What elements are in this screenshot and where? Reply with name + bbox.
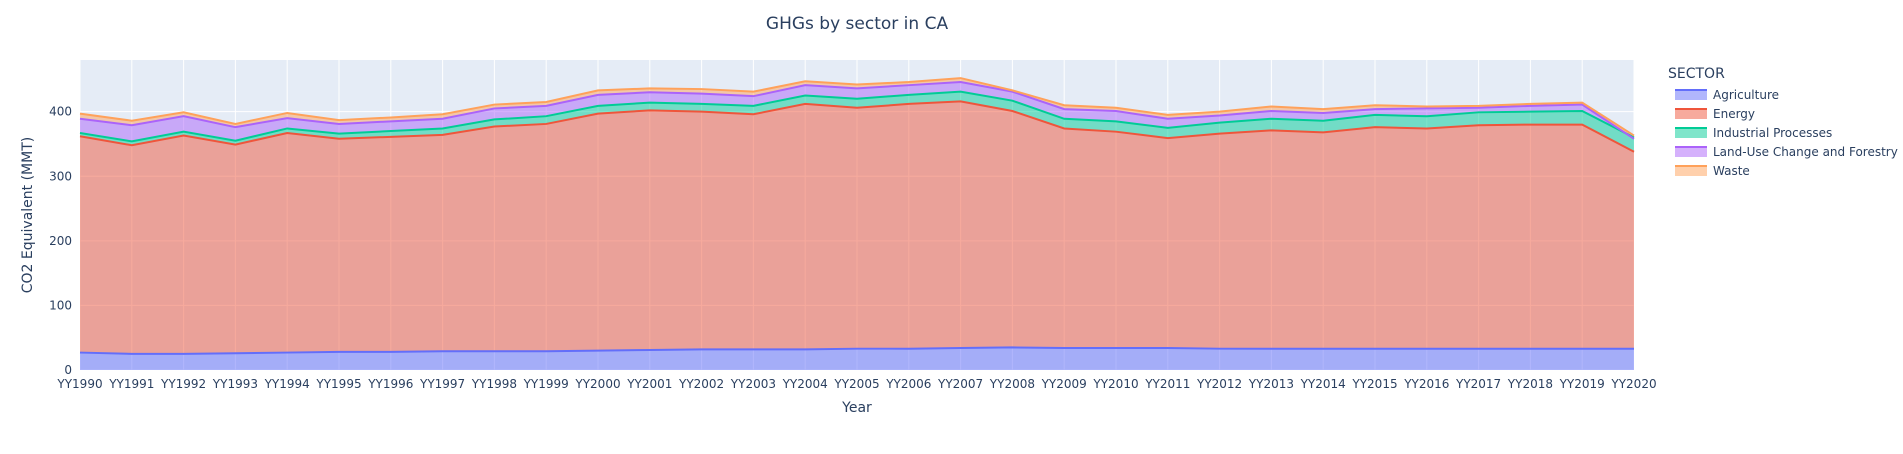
legend-label: Land-Use Change and Forestry xyxy=(1713,145,1898,159)
legend-swatch xyxy=(1675,128,1707,138)
legend-item-energy[interactable]: Energy xyxy=(1675,107,1755,121)
legend-label: Waste xyxy=(1713,164,1750,178)
x-tick-label: YY2011 xyxy=(1144,377,1190,391)
x-tick-label: YY1997 xyxy=(419,377,465,391)
y-tick-label: 100 xyxy=(49,298,72,312)
legend-items[interactable]: Agriculture Energy Industrial Processes Lan… xyxy=(1675,88,1898,178)
x-tick-label: YY2013 xyxy=(1248,377,1294,391)
x-axis-label: Year xyxy=(841,400,872,416)
line-land-use-change-and-forestry xyxy=(79,80,1635,140)
x-tick-label: YY2001 xyxy=(626,377,672,391)
x-tick-label: YY2014 xyxy=(1300,377,1346,391)
legend-item-land-use-change-and-forestry[interactable]: Land-Use Change and Forestry xyxy=(1675,145,1898,159)
x-tick-label: YY1991 xyxy=(108,377,154,391)
line-industrial-processes xyxy=(79,90,1635,143)
legend-swatch xyxy=(1675,166,1707,176)
legend-label: Energy xyxy=(1713,107,1755,121)
x-tick-label: YY2004 xyxy=(782,377,828,391)
x-tick-label: YY2007 xyxy=(937,377,983,391)
legend-item-agriculture[interactable]: Agriculture xyxy=(1675,88,1779,102)
area-energy xyxy=(80,101,1634,354)
x-tick-label: YY1990 xyxy=(56,377,102,391)
x-tick-label: YY1994 xyxy=(264,377,310,391)
legend-item-industrial-processes[interactable]: Industrial Processes xyxy=(1675,126,1832,140)
legend[interactable]: SECTOR Agriculture Energy Industrial Proce… xyxy=(1668,66,1898,178)
y-axis-label: CO2 Equivalent (MMT) xyxy=(20,137,36,293)
line-energy xyxy=(79,100,1635,153)
y-axis-ticks: 0 100 200 300 400 xyxy=(49,105,72,377)
x-tick-label: YY1998 xyxy=(471,377,517,391)
legend-label: Industrial Processes xyxy=(1713,126,1832,140)
x-tick-label: YY2008 xyxy=(989,377,1035,391)
x-tick-label: YY2012 xyxy=(1196,377,1242,391)
legend-label: Agriculture xyxy=(1713,88,1779,102)
x-tick-label: YY2009 xyxy=(1041,377,1087,391)
chart-title: GHGs by sector in CA xyxy=(766,14,949,34)
x-tick-label: YY1992 xyxy=(160,377,206,391)
legend-swatch xyxy=(1675,147,1707,157)
x-tick-label: YY2005 xyxy=(833,377,879,391)
legend-swatch xyxy=(1675,90,1707,100)
line-waste xyxy=(79,77,1635,137)
x-tick-label: YY2003 xyxy=(730,377,776,391)
x-tick-label: YY2010 xyxy=(1092,377,1138,391)
x-tick-label: YY2015 xyxy=(1351,377,1397,391)
x-tick-label: YY2002 xyxy=(678,377,724,391)
y-tick-label: 200 xyxy=(49,234,72,248)
area-land-use-change-and-forestry xyxy=(80,81,1634,142)
x-tick-label: YY2017 xyxy=(1455,377,1501,391)
lines xyxy=(79,77,1635,355)
x-tick-label: YY2020 xyxy=(1610,377,1656,391)
x-tick-label: YY1993 xyxy=(212,377,258,391)
legend-item-waste[interactable]: Waste xyxy=(1675,164,1750,178)
legend-title: SECTOR xyxy=(1668,66,1725,82)
line-agriculture xyxy=(79,346,1634,355)
y-tick-label: 400 xyxy=(49,105,72,119)
x-tick-label: YY2000 xyxy=(574,377,620,391)
x-tick-label: YY2019 xyxy=(1559,377,1605,391)
y-tick-label: 0 xyxy=(64,363,72,377)
x-tick-label: YY1999 xyxy=(523,377,569,391)
x-tick-label: YY1995 xyxy=(315,377,361,391)
legend-swatch xyxy=(1675,109,1707,119)
x-tick-label: YY2018 xyxy=(1507,377,1553,391)
x-tick-label: YY2016 xyxy=(1403,377,1449,391)
x-tick-label: YY2006 xyxy=(885,377,931,391)
area-agriculture xyxy=(80,347,1634,370)
x-axis-ticks: YY1990 YY1991 YY1992 YY1993 YY1994 YY1995 YY19… xyxy=(56,377,1656,391)
x-tick-label: YY1996 xyxy=(367,377,413,391)
y-tick-label: 300 xyxy=(49,169,72,183)
